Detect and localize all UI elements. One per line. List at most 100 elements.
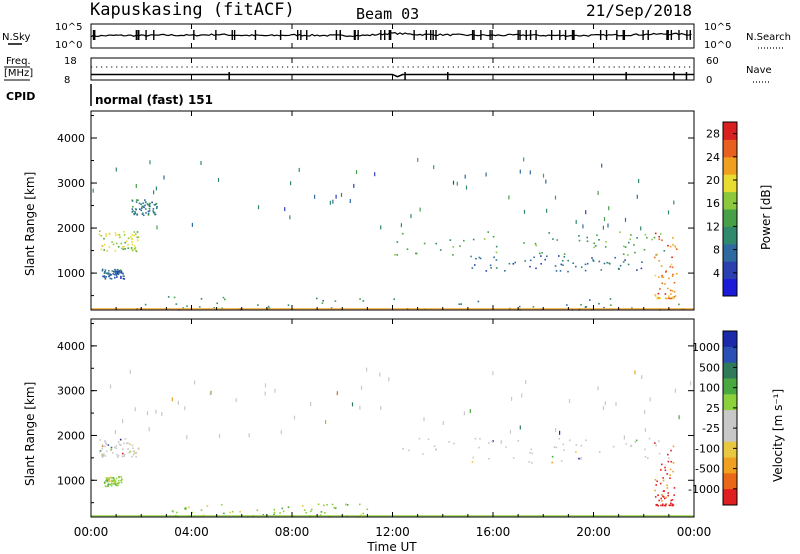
range-cell [579, 458, 582, 460]
range-cell [129, 450, 132, 453]
velocity-colorbar-tick-label: 500 [699, 361, 720, 374]
range-cell [555, 428, 557, 433]
range-cell [640, 226, 642, 231]
range-cell [658, 235, 660, 238]
range-cell [578, 235, 580, 237]
range-cell [289, 215, 291, 220]
range-cell [630, 234, 632, 236]
range-cell [113, 273, 116, 276]
velocity-colorbar-swatch [723, 378, 737, 395]
range-cell [469, 409, 471, 414]
range-cell [273, 513, 275, 516]
range-cell [523, 209, 526, 214]
power-colorbar-frame [722, 121, 738, 297]
range-cell [106, 479, 108, 482]
range-cell [135, 184, 137, 188]
range-cell [662, 477, 664, 479]
range-cell [120, 476, 122, 478]
range-cell [151, 201, 153, 204]
range-cell [589, 299, 591, 301]
range-cell [585, 210, 587, 215]
range-cell [669, 468, 672, 471]
range-cell [582, 224, 584, 229]
range-cell [133, 245, 136, 247]
range-cell [229, 511, 231, 514]
range-cell [423, 242, 426, 245]
range-cell [666, 297, 668, 300]
velocity-colorbar-swatch [723, 425, 737, 443]
range-cell [452, 180, 455, 185]
range-cell [101, 268, 104, 271]
range-cell [346, 504, 349, 506]
y-tick-label: 4000 [57, 340, 85, 353]
range-cell [310, 510, 312, 513]
range-cell [665, 496, 667, 499]
range-cell [449, 239, 452, 241]
range-cell [453, 442, 455, 445]
range-cell [120, 242, 122, 245]
range-cell [167, 296, 170, 298]
station-title: Kapuskasing (fitACF) [90, 0, 295, 20]
range-cell [117, 270, 119, 273]
range-cell [667, 492, 669, 494]
noise-trace [90, 30, 692, 40]
range-cell [120, 479, 122, 482]
range-cell [116, 276, 118, 278]
range-cell [184, 506, 187, 509]
range-cell [622, 261, 625, 263]
range-cell [667, 453, 669, 456]
range-cell [665, 271, 667, 273]
range-cell [121, 455, 124, 458]
range-cell [665, 270, 667, 272]
range-cell [600, 269, 603, 271]
range-cell [116, 242, 118, 245]
range-cell [115, 274, 118, 277]
range-cell [672, 470, 674, 473]
range-cell [336, 391, 338, 396]
velocity-colorbar-swatch [723, 394, 737, 411]
range-cell [628, 241, 630, 244]
range-cell [667, 244, 669, 247]
range-cell [495, 259, 498, 261]
range-cell [673, 200, 675, 205]
range-cell [149, 202, 151, 205]
range-cell [117, 246, 120, 248]
range-cell [654, 294, 657, 296]
range-cell [394, 254, 396, 256]
range-cell [672, 445, 675, 448]
range-cell [340, 192, 343, 197]
range-cell [475, 257, 477, 260]
range-cell [508, 262, 511, 265]
range-cell [264, 391, 266, 396]
range-cell [670, 502, 672, 505]
range-cell [512, 263, 515, 265]
range-cell [115, 269, 117, 272]
range-cell [662, 495, 664, 498]
range-cell [123, 246, 125, 248]
range-cell [333, 506, 335, 509]
range-cell [334, 507, 337, 509]
range-cell [127, 448, 129, 450]
range-cell [670, 499, 672, 502]
range-cell [143, 206, 145, 209]
range-cell [636, 269, 638, 271]
range-cell [669, 474, 671, 476]
range-cell [532, 306, 535, 308]
range-cell [264, 383, 267, 388]
range-cell [136, 239, 139, 242]
range-cell [624, 259, 626, 261]
range-cell [463, 239, 465, 242]
range-cell [636, 237, 638, 239]
range-cell [163, 175, 165, 180]
range-cell [672, 243, 674, 246]
range-cell [366, 508, 369, 511]
nsearch-label: N.Search [746, 32, 791, 43]
range-cell [664, 469, 667, 472]
range-cell [103, 249, 105, 251]
range-cell [568, 399, 571, 403]
range-cell [103, 453, 105, 455]
range-cell [317, 503, 320, 506]
range-cell [643, 249, 646, 251]
range-cell [135, 250, 138, 253]
range-cell [627, 254, 629, 256]
